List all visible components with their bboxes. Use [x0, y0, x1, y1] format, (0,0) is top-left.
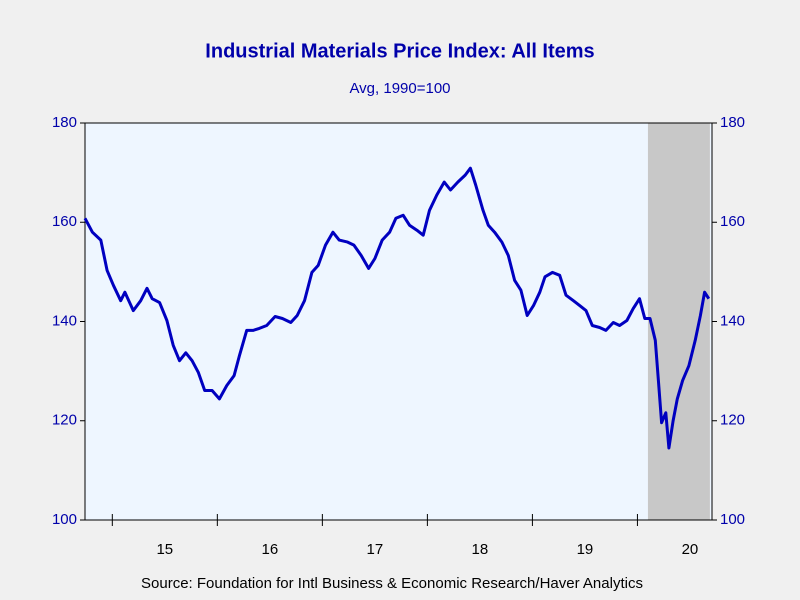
plot-area: [85, 123, 712, 520]
y-tick-label: 180: [52, 114, 77, 131]
x-tick-label: 17: [367, 541, 384, 558]
y-tick-label: 160: [52, 213, 77, 230]
y2-tick-label: 120: [720, 412, 745, 429]
y2-tick-label: 140: [720, 312, 745, 329]
x-tick-label: 15: [156, 541, 173, 558]
x-tick-label: 19: [577, 541, 594, 558]
data-line: [83, 166, 711, 450]
x-tick-label: 16: [262, 541, 279, 558]
source-note: Source: Foundation for Intl Business & E…: [141, 575, 643, 592]
y2-tick-label: 160: [720, 213, 745, 230]
y-tick-label: 120: [52, 412, 77, 429]
chart-title: Industrial Materials Price Index: All It…: [205, 40, 594, 62]
x-tick-label: 20: [682, 541, 699, 558]
chart-subtitle: Avg, 1990=100: [349, 80, 450, 97]
y-tick-label: 100: [52, 511, 77, 528]
y2-tick-label: 180: [720, 114, 745, 131]
y2-tick-label: 100: [720, 511, 745, 528]
y-tick-label: 140: [52, 312, 77, 329]
x-tick-label: 18: [472, 541, 489, 558]
